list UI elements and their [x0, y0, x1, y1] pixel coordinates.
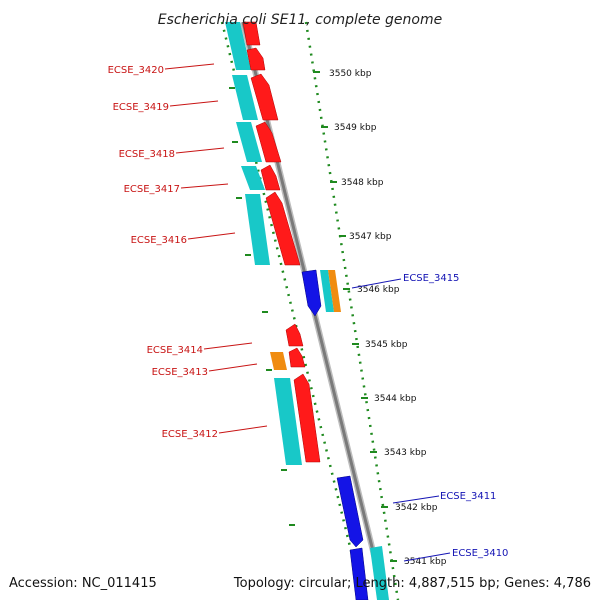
- gene-label-ecse-3414[interactable]: ECSE_3414: [147, 345, 203, 356]
- outer-dotted-ring: [304, 21, 400, 600]
- forward-cds-band: [225, 22, 302, 465]
- tick-labels: 3550 kbp 3549 kbp 3548 kbp 3547 kbp 3546…: [329, 69, 447, 567]
- gene-label-ecse-3412[interactable]: ECSE_3412: [162, 429, 218, 440]
- tick-label-3544: 3544 kbp: [374, 394, 417, 404]
- orange-gene-forward: [270, 352, 287, 370]
- map-title: Escherichia coli SE11, complete genome: [158, 12, 442, 28]
- tick-label-3542: 3542 kbp: [395, 503, 438, 513]
- reverse-genes: [301, 269, 389, 600]
- gene-label-ecse-3411[interactable]: ECSE_3411: [440, 491, 496, 502]
- genome-summary-text: Topology: circular; Length: 4,887,515 bp…: [233, 576, 591, 591]
- tick-label-3541: 3541 kbp: [404, 557, 447, 567]
- gene-label-ecse-3420[interactable]: ECSE_3420: [108, 65, 164, 76]
- inner-ticks: [229, 87, 295, 526]
- forward-genes: [242, 21, 321, 463]
- gene-label-ecse-3418[interactable]: ECSE_3418: [119, 149, 175, 160]
- inner-dotted-ring: [220, 21, 365, 600]
- gene-label-ecse-3416[interactable]: ECSE_3416: [131, 235, 187, 246]
- gene-label-ecse-3415[interactable]: ECSE_3415: [403, 273, 459, 284]
- tick-label-3546: 3546 kbp: [357, 285, 400, 295]
- tick-label-3543: 3543 kbp: [384, 448, 427, 458]
- gene-label-ecse-3419[interactable]: ECSE_3419: [113, 102, 169, 113]
- outer-ticks: [313, 71, 397, 562]
- gene-label-ecse-3413[interactable]: ECSE_3413: [152, 367, 208, 378]
- tick-label-3548: 3548 kbp: [341, 178, 384, 188]
- forward-label-leaders: [164, 63, 268, 434]
- tick-label-3545: 3545 kbp: [365, 340, 408, 350]
- reverse-label-leaders: [351, 278, 451, 562]
- tick-label-3550: 3550 kbp: [329, 69, 372, 79]
- tick-label-3547: 3547 kbp: [349, 232, 392, 242]
- forward-gene-labels: ECSE_3420 ECSE_3419 ECSE_3418 ECSE_3417 …: [108, 65, 218, 440]
- gene-label-ecse-3417[interactable]: ECSE_3417: [124, 184, 180, 195]
- gene-label-ecse-3410[interactable]: ECSE_3410: [452, 548, 508, 559]
- tick-label-3549: 3549 kbp: [334, 123, 377, 133]
- reverse-gene-labels: ECSE_3415 ECSE_3411 ECSE_3410: [403, 273, 508, 559]
- accession-text: Accession: NC_011415: [9, 576, 157, 591]
